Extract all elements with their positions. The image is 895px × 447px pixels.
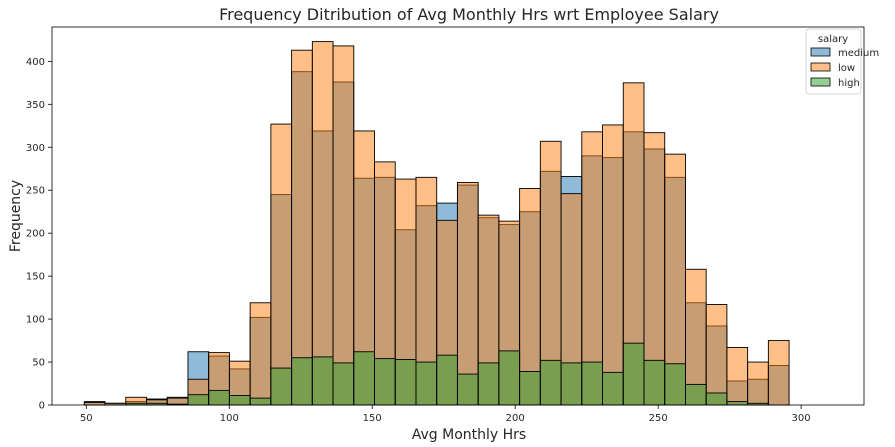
- y-tick-label: 250: [26, 186, 45, 197]
- y-tick-label: 400: [26, 57, 45, 68]
- x-tick-label: 300: [792, 413, 811, 424]
- x-tick-label: 200: [506, 413, 525, 424]
- bar-high: [643, 359, 666, 406]
- legend-label: high: [838, 78, 860, 89]
- y-axis-title: Frequency: [8, 180, 24, 252]
- bar-high: [498, 350, 521, 406]
- bar-low: [332, 45, 355, 406]
- legend-entries: medium low high: [810, 47, 879, 89]
- series-low: [83, 41, 790, 406]
- bar-high: [664, 363, 686, 406]
- bar-high: [705, 392, 728, 406]
- bar-high: [560, 362, 583, 406]
- bar-low: [270, 123, 293, 406]
- plot-frame: [51, 26, 865, 406]
- bar-high: [539, 359, 562, 406]
- y-tick-label: 150: [26, 272, 45, 283]
- legend-item-medium: medium: [810, 47, 879, 59]
- bar-high: [477, 362, 500, 406]
- bar-low: [249, 302, 272, 406]
- bar-high: [311, 356, 334, 406]
- bar-low: [311, 41, 334, 406]
- x-tick-label: 50: [80, 413, 93, 424]
- bar-high: [436, 354, 458, 406]
- legend-item-high: high: [810, 77, 860, 89]
- y-axis: 0 50 100 150 200 250 300 350 400: [26, 57, 52, 412]
- y-tick-label: 300: [26, 143, 45, 154]
- x-axis: 50 100 150 200 250 300: [80, 405, 811, 424]
- chart-title: Frequency Ditribution of Avg Monthly Hrs…: [219, 5, 719, 24]
- bar-high: [332, 362, 355, 406]
- bar-low: [705, 304, 728, 406]
- bar-high: [685, 383, 707, 406]
- y-tick-label: 350: [26, 100, 45, 111]
- legend-title: salary: [818, 34, 848, 45]
- bar-high: [415, 361, 438, 406]
- bar-high: [622, 342, 645, 406]
- bar-low: [291, 49, 313, 406]
- x-axis-title: Avg Monthly Hrs: [412, 427, 526, 443]
- bar-high: [456, 373, 479, 406]
- bar-high: [581, 361, 603, 406]
- y-tick-label: 100: [26, 315, 45, 326]
- bar-high: [394, 359, 417, 406]
- legend-label: low: [838, 63, 855, 74]
- legend-label: medium: [838, 48, 879, 59]
- bar-low: [456, 182, 479, 406]
- bar-high: [270, 367, 293, 406]
- y-tick-label: 200: [26, 229, 45, 240]
- legend: salary medium low high: [805, 28, 879, 95]
- bar-high: [374, 358, 396, 406]
- bar-high: [249, 397, 272, 406]
- bar-low: [602, 124, 624, 406]
- legend-swatch: [810, 62, 831, 72]
- bar-high: [187, 394, 210, 406]
- legend-swatch: [810, 77, 831, 87]
- bar-low: [767, 340, 790, 406]
- bar-low: [747, 361, 769, 406]
- bar-high: [208, 389, 230, 406]
- legend-item-low: low: [810, 62, 855, 74]
- bar-high: [519, 371, 541, 406]
- bars-group: [83, 41, 790, 406]
- series-high: [125, 342, 769, 406]
- legend-swatch: [810, 47, 831, 57]
- x-tick-label: 250: [649, 413, 668, 424]
- bar-high: [291, 357, 313, 406]
- bar-low: [726, 346, 749, 406]
- bar-high: [602, 371, 624, 406]
- bar-high: [353, 351, 375, 406]
- bar-high: [726, 401, 749, 406]
- x-tick-label: 150: [363, 413, 382, 424]
- y-tick-label: 0: [39, 401, 45, 412]
- x-tick-label: 100: [220, 413, 239, 424]
- bar-high: [228, 395, 251, 406]
- y-tick-label: 50: [32, 358, 45, 369]
